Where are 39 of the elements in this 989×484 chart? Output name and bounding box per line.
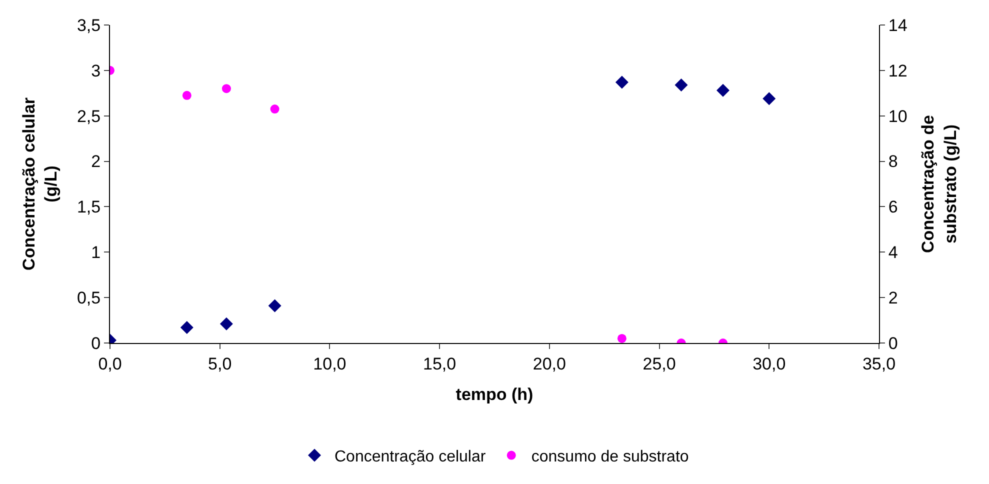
x-axis-title: tempo (h) [456,384,534,404]
y-axis-title: Concentração celular (g/L) [19,97,61,270]
x-tick-label: 5,0 [208,354,232,374]
x-tick-label: 10,0 [313,354,346,374]
y2-tick-label: 12 [888,61,908,80]
point [716,84,730,97]
y2-tick-label: 0 [888,334,898,353]
y2-tick-label: 10 [888,106,908,126]
y2-tick-label: 4 [888,243,898,262]
x-tick-label: 35,0 [862,354,896,374]
point [180,321,194,334]
point [268,299,282,312]
point [270,104,280,114]
legend-label: Concentração celular [334,448,486,466]
y-tick-label: 3 [91,61,101,80]
y-tick-label: 3,5 [76,16,101,35]
y2-tick-label: 6 [888,198,898,217]
y-tick-label: 2,5 [76,106,101,126]
y2-tick-label: 8 [888,152,898,172]
y-tick-label: 1,5 [76,198,101,217]
point [222,84,231,94]
y-tick-label: 2 [91,152,101,172]
legend-label: consumo de substrato [531,448,689,466]
y-tick-label: 0,5 [76,288,101,308]
x-tick-label: 15,0 [423,354,456,374]
y2-tick-label: 14 [888,16,908,35]
x-tick-label: 25,0 [642,354,676,374]
y2-axis-title: Concentração de substrato (g/L) [918,115,960,253]
point [182,90,192,100]
x-tick-label: 30,0 [752,354,786,374]
y2-tick-label: 2 [888,288,898,308]
x-tick-label: 0,0 [98,354,122,374]
x-tick-label: 20,0 [532,354,566,374]
point [674,78,688,92]
point [762,92,776,106]
point [220,317,233,330]
y-tick-label: 0 [91,334,101,353]
y-tick-label: 1 [91,243,101,262]
point [615,76,628,89]
